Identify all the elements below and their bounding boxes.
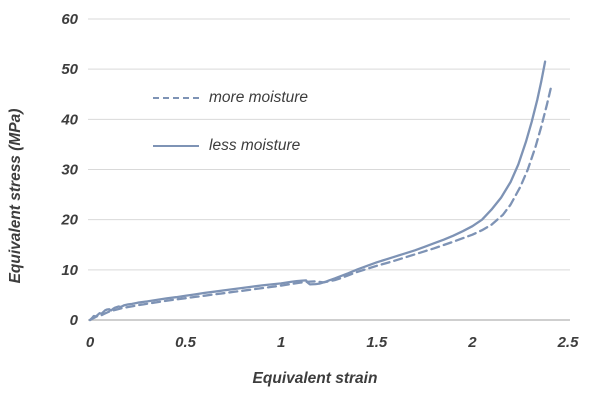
x-tick-label: 0 bbox=[86, 334, 95, 351]
dashed-line-swatch bbox=[153, 97, 199, 99]
legend-label: less moisture bbox=[209, 137, 301, 154]
y-tick-label: 60 bbox=[61, 11, 78, 28]
x-tick-label: 2.5 bbox=[557, 334, 580, 351]
x-tick-label: 1.5 bbox=[366, 334, 388, 351]
legend-label: more moisture bbox=[209, 89, 309, 106]
gridlines bbox=[88, 18, 570, 321]
y-axis-title: Equivalent stress (MPa) bbox=[7, 108, 24, 284]
legend-item-more-moisture: more moisture bbox=[153, 86, 308, 110]
x-axis-title: Equivalent strain bbox=[252, 370, 378, 387]
tick-labels: 0 10 20 30 40 50 60 0 0.5 1 1.5 2 2.5 bbox=[60, 11, 579, 351]
legend: more moisture less moisture bbox=[153, 86, 308, 182]
x-tick-label: 1 bbox=[277, 334, 285, 351]
y-tick-label: 20 bbox=[60, 212, 78, 229]
x-tick-label: 2 bbox=[467, 334, 477, 351]
solid-line-swatch bbox=[153, 145, 199, 147]
x-tick-label: 0.5 bbox=[175, 334, 197, 351]
series-lines bbox=[88, 60, 552, 322]
legend-item-less-moisture: less moisture bbox=[153, 134, 308, 158]
y-tick-label: 0 bbox=[70, 312, 79, 329]
y-tick-label: 40 bbox=[60, 111, 78, 128]
y-tick-label: 50 bbox=[61, 61, 78, 78]
y-tick-label: 10 bbox=[61, 262, 78, 279]
series-less-moisture bbox=[88, 60, 547, 322]
series-more-moisture bbox=[88, 87, 552, 322]
y-tick-label: 30 bbox=[61, 162, 78, 179]
